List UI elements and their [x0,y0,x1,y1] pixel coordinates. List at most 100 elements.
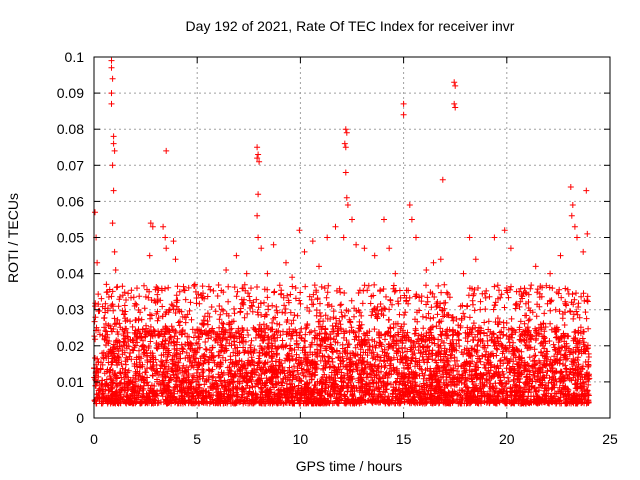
data-point-marker [196,300,203,307]
data-point-marker [317,300,323,307]
data-point-marker [347,319,354,326]
data-point-marker [367,300,374,307]
data-point-marker [429,290,436,297]
data-point-marker [208,304,215,310]
data-point-marker [531,346,538,353]
data-point-marker [371,326,378,333]
data-point-marker [427,315,434,322]
data-point-marker [547,356,554,363]
data-point-marker [381,364,388,371]
data-point-marker [125,290,132,297]
data-point-marker [113,284,120,291]
data-point-marker [171,333,178,340]
data-point-marker [378,368,384,375]
data-point-marker [573,290,579,297]
data-point-marker [532,337,539,344]
data-point-marker [132,317,139,324]
data-point-marker [115,303,122,310]
data-point-marker [446,294,453,301]
data-point-marker [532,388,539,395]
data-point-marker [125,343,132,350]
data-point-marker [571,329,578,336]
data-point-marker [101,315,107,322]
data-point-marker [175,319,182,326]
data-point-marker [492,299,499,306]
data-point-marker [304,362,311,369]
data-point-marker [391,288,398,295]
data-point-marker [101,324,108,331]
data-point-marker [148,297,155,303]
data-point-marker [291,346,298,353]
data-point-marker [456,343,463,350]
data-point-marker [276,321,283,328]
data-point-marker [273,303,280,310]
data-point-marker [95,291,102,298]
data-point-marker [233,293,240,300]
data-point-marker [393,378,400,385]
data-point-marker [287,335,294,342]
data-point-marker [146,288,153,295]
data-point-marker [147,315,154,322]
data-point-marker [158,358,164,365]
data-point-marker [237,308,244,315]
data-point-marker [416,383,423,390]
data-point-marker [528,282,535,289]
data-point-marker [341,312,348,319]
data-point-marker [316,309,323,316]
data-point-marker [508,388,515,395]
data-point-marker [216,303,223,309]
data-point-marker [241,349,248,356]
data-point-marker [575,354,582,361]
data-point-marker [128,287,135,294]
data-point-marker [534,286,541,293]
data-point-marker [174,283,181,290]
data-point-marker [368,312,375,319]
data-point-marker [313,307,320,314]
data-point-marker [419,313,426,320]
data-point-marker [386,306,393,313]
data-point-marker [246,293,253,300]
data-point-marker [302,331,309,338]
data-point-marker [277,291,284,298]
data-point-marker [265,333,272,340]
data-point-marker [534,289,541,296]
data-point-marker [430,314,437,321]
data-point-marker [281,302,288,309]
data-point-marker [250,324,257,331]
data-point-marker [527,344,534,351]
data-point-marker [561,322,568,328]
data-point-marker [507,366,514,373]
data-point-marker [274,334,281,341]
data-point-marker [438,289,445,296]
data-point-marker [557,370,564,377]
data-point-marker [371,338,378,345]
data-point-marker [337,302,344,309]
data-point-marker [423,314,430,321]
data-point-marker [558,294,565,301]
data-point-marker [134,285,140,292]
data-point-marker [119,283,126,290]
chart-title: Day 192 of 2021, Rate Of TEC Index for r… [186,18,515,34]
data-point-marker [483,348,490,355]
data-point-marker [371,281,378,288]
data-point-marker [547,320,554,327]
data-point-marker [424,294,431,301]
data-point-marker [208,334,215,341]
data-point-marker [255,304,262,311]
data-point-marker [400,327,406,334]
data-point-marker [234,288,241,295]
data-point-marker [282,310,289,316]
data-point-marker [514,347,521,354]
data-point-marker [386,316,392,323]
data-point-marker [165,284,172,291]
data-point-marker [374,303,381,310]
data-point-marker [231,341,238,348]
data-point-marker [105,294,112,300]
data-point-marker [501,304,508,311]
data-point-marker [466,314,473,321]
data-point-marker [455,378,462,385]
data-point-marker [230,349,237,356]
data-point-marker [470,320,477,327]
data-point-marker [207,286,214,293]
